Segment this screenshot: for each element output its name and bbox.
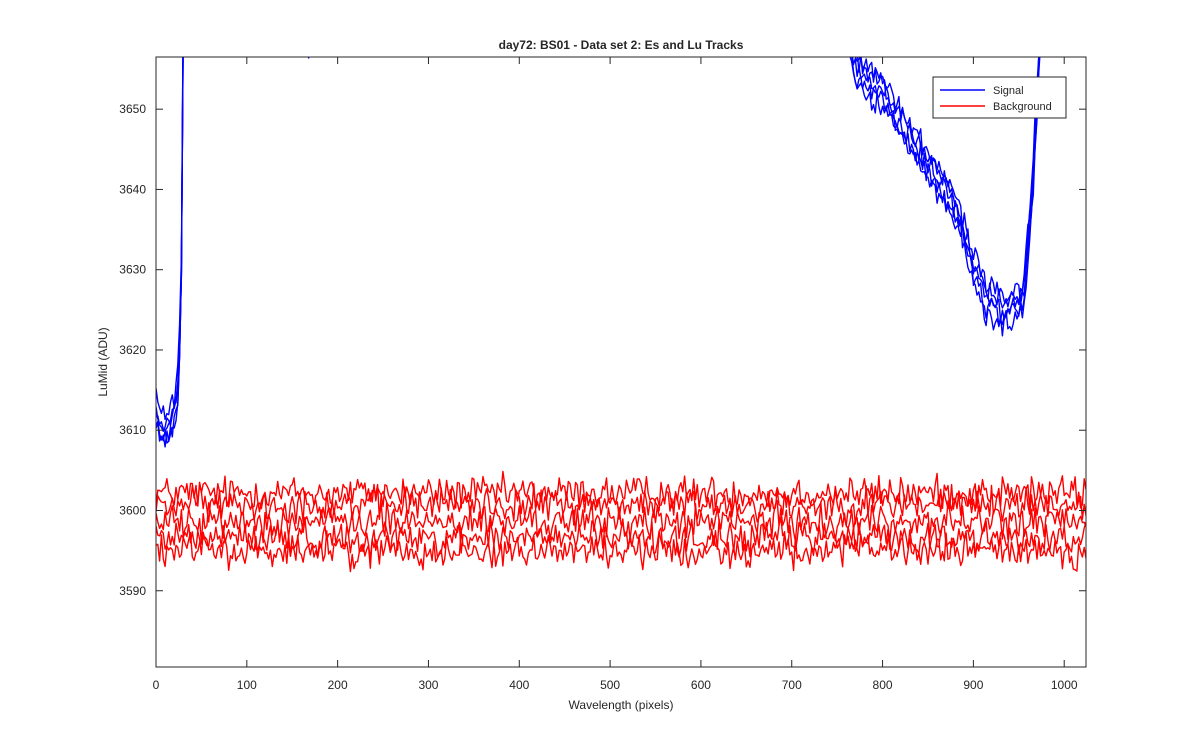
y-tick-label: 3590 [119,584,146,598]
x-axis-label: Wavelength (pixels) [569,698,674,712]
legend-label-background: Background [993,101,1052,113]
plot-area [156,57,1086,667]
y-tick-label: 3610 [119,423,146,437]
x-tick-label: 400 [509,678,529,692]
x-axis: 0 100 200 300 400 500 600 700 800 900 1000 [153,57,1078,692]
x-tick-label: 900 [963,678,983,692]
series-line-background-2 [156,483,1086,527]
legend-box [932,76,1067,119]
series-line-background-1 [156,470,1086,513]
y-tick-label: 3630 [119,263,146,277]
series-line-background-4 [156,516,1086,560]
series-layer [156,57,1086,573]
x-tick-label: 0 [153,678,160,692]
y-axis: 3590 3600 3610 3620 3630 3640 3650 [119,102,1086,598]
x-tick-label: 100 [237,678,257,692]
legend-label-signal: Signal [993,85,1024,97]
series-line-background-3 [156,499,1086,545]
series-line-background-5 [156,530,1086,573]
x-tick-label: 300 [418,678,438,692]
y-tick-label: 3600 [119,503,146,517]
x-tick-label: 1000 [1051,678,1078,692]
x-tick-label: 600 [691,678,711,692]
x-tick-label: 200 [328,678,348,692]
x-tick-label: 700 [782,678,802,692]
x-tick-label: 800 [873,678,893,692]
y-tick-label: 3640 [119,182,146,196]
chart-title: day72: BS01 - Data set 2: Es and Lu Trac… [499,38,744,52]
legend: Signal Background [932,76,1067,119]
x-tick-label: 500 [600,678,620,692]
y-tick-label: 3620 [119,343,146,357]
series-line-signal-2 [156,57,1040,444]
y-tick-label: 3650 [119,102,146,116]
series-line-signal-5 [156,57,1040,421]
plot-frame [155,56,1087,668]
y-axis-label: LuMid (ADU) [96,327,110,396]
